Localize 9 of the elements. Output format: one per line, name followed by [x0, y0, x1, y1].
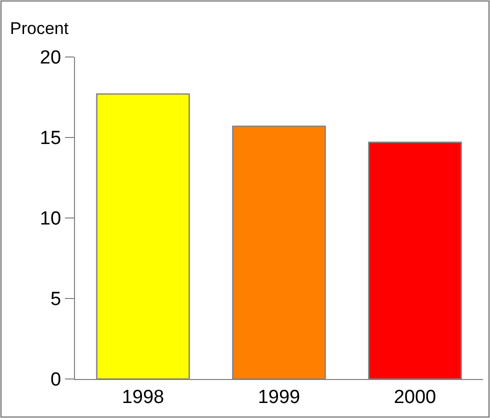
x-tick-label: 1999 [258, 386, 300, 408]
y-tick-label: 0 [50, 370, 62, 391]
y-tick-label: 15 [40, 128, 62, 150]
y-tick-label: 10 [40, 208, 62, 230]
y-tick-label: 5 [50, 289, 62, 310]
y-axis-title: Procent [10, 19, 69, 38]
x-tick-label: 1998 [122, 386, 164, 408]
y-tick-label: 20 [40, 48, 62, 69]
x-tick-label: 2000 [394, 386, 436, 408]
